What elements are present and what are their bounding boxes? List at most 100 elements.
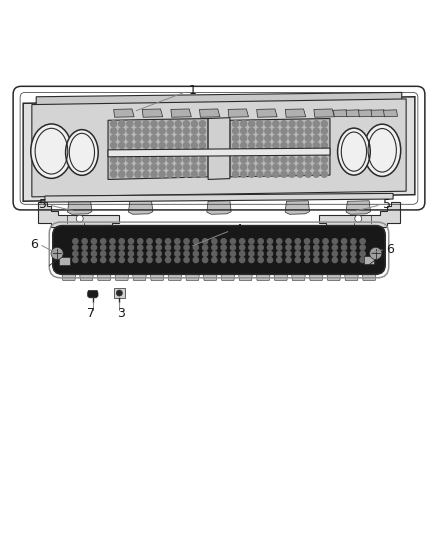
Circle shape bbox=[191, 157, 198, 163]
Circle shape bbox=[175, 171, 181, 177]
Circle shape bbox=[159, 171, 165, 177]
Bar bbox=[114, 288, 125, 298]
Circle shape bbox=[304, 251, 310, 256]
Circle shape bbox=[159, 164, 165, 170]
Circle shape bbox=[167, 164, 173, 170]
Circle shape bbox=[147, 257, 152, 263]
Circle shape bbox=[265, 142, 271, 148]
Circle shape bbox=[249, 142, 255, 148]
Circle shape bbox=[91, 239, 96, 244]
Text: 1: 1 bbox=[189, 84, 197, 96]
Circle shape bbox=[297, 128, 303, 134]
Circle shape bbox=[240, 239, 245, 244]
Circle shape bbox=[73, 239, 78, 244]
Circle shape bbox=[143, 128, 149, 134]
Circle shape bbox=[323, 239, 328, 244]
Polygon shape bbox=[202, 265, 218, 280]
Polygon shape bbox=[39, 202, 119, 231]
Circle shape bbox=[305, 171, 311, 177]
Circle shape bbox=[321, 150, 327, 156]
Circle shape bbox=[101, 257, 106, 263]
Circle shape bbox=[286, 257, 291, 263]
Circle shape bbox=[295, 245, 300, 250]
Circle shape bbox=[119, 128, 125, 134]
Circle shape bbox=[156, 245, 161, 250]
Circle shape bbox=[151, 150, 157, 156]
Polygon shape bbox=[142, 109, 163, 117]
Circle shape bbox=[183, 120, 189, 127]
Circle shape bbox=[321, 135, 327, 141]
Circle shape bbox=[257, 171, 263, 177]
Circle shape bbox=[321, 128, 327, 134]
Circle shape bbox=[304, 257, 310, 263]
Circle shape bbox=[183, 135, 189, 141]
Circle shape bbox=[119, 135, 125, 141]
Circle shape bbox=[277, 245, 282, 250]
Circle shape bbox=[230, 245, 236, 250]
Circle shape bbox=[111, 157, 117, 163]
Circle shape bbox=[313, 171, 319, 177]
Circle shape bbox=[166, 251, 171, 256]
Circle shape bbox=[135, 157, 141, 163]
Circle shape bbox=[267, 245, 272, 250]
Polygon shape bbox=[314, 109, 334, 117]
Polygon shape bbox=[36, 92, 402, 112]
Circle shape bbox=[289, 128, 295, 134]
Polygon shape bbox=[108, 148, 330, 157]
Circle shape bbox=[183, 157, 189, 163]
Circle shape bbox=[111, 150, 117, 156]
Circle shape bbox=[82, 257, 87, 263]
Circle shape bbox=[147, 239, 152, 244]
Circle shape bbox=[289, 142, 295, 148]
Circle shape bbox=[240, 164, 247, 170]
Polygon shape bbox=[128, 201, 153, 214]
Text: 4: 4 bbox=[235, 223, 243, 236]
Circle shape bbox=[199, 128, 205, 134]
FancyBboxPatch shape bbox=[53, 225, 385, 274]
Circle shape bbox=[321, 171, 327, 177]
Circle shape bbox=[314, 239, 319, 244]
Circle shape bbox=[166, 257, 171, 263]
Circle shape bbox=[143, 157, 149, 163]
Polygon shape bbox=[199, 109, 220, 117]
Circle shape bbox=[313, 157, 319, 163]
Circle shape bbox=[265, 150, 271, 156]
Circle shape bbox=[233, 171, 239, 177]
Circle shape bbox=[143, 150, 149, 156]
Circle shape bbox=[240, 135, 247, 141]
Ellipse shape bbox=[338, 128, 370, 175]
Bar bbox=[59, 257, 70, 265]
Circle shape bbox=[289, 164, 295, 170]
Circle shape bbox=[111, 128, 117, 134]
Circle shape bbox=[135, 128, 141, 134]
Circle shape bbox=[156, 257, 161, 263]
Circle shape bbox=[289, 157, 295, 163]
Circle shape bbox=[295, 257, 300, 263]
Text: 6: 6 bbox=[30, 238, 38, 251]
Circle shape bbox=[258, 257, 263, 263]
Circle shape bbox=[360, 245, 365, 250]
Circle shape bbox=[286, 245, 291, 250]
Circle shape bbox=[183, 164, 189, 170]
Circle shape bbox=[199, 164, 205, 170]
Circle shape bbox=[249, 157, 255, 163]
Circle shape bbox=[221, 251, 226, 256]
Circle shape bbox=[233, 142, 239, 148]
Circle shape bbox=[240, 251, 245, 256]
Circle shape bbox=[138, 245, 143, 250]
Circle shape bbox=[314, 257, 319, 263]
Circle shape bbox=[277, 239, 282, 244]
Polygon shape bbox=[149, 265, 165, 280]
Circle shape bbox=[175, 251, 180, 256]
Circle shape bbox=[73, 245, 78, 250]
Circle shape bbox=[249, 257, 254, 263]
Circle shape bbox=[289, 120, 295, 127]
Circle shape bbox=[297, 171, 303, 177]
Circle shape bbox=[159, 150, 165, 156]
Circle shape bbox=[101, 245, 106, 250]
Circle shape bbox=[82, 239, 87, 244]
Circle shape bbox=[127, 135, 133, 141]
Polygon shape bbox=[32, 99, 406, 197]
Polygon shape bbox=[88, 290, 98, 298]
Circle shape bbox=[159, 142, 165, 148]
